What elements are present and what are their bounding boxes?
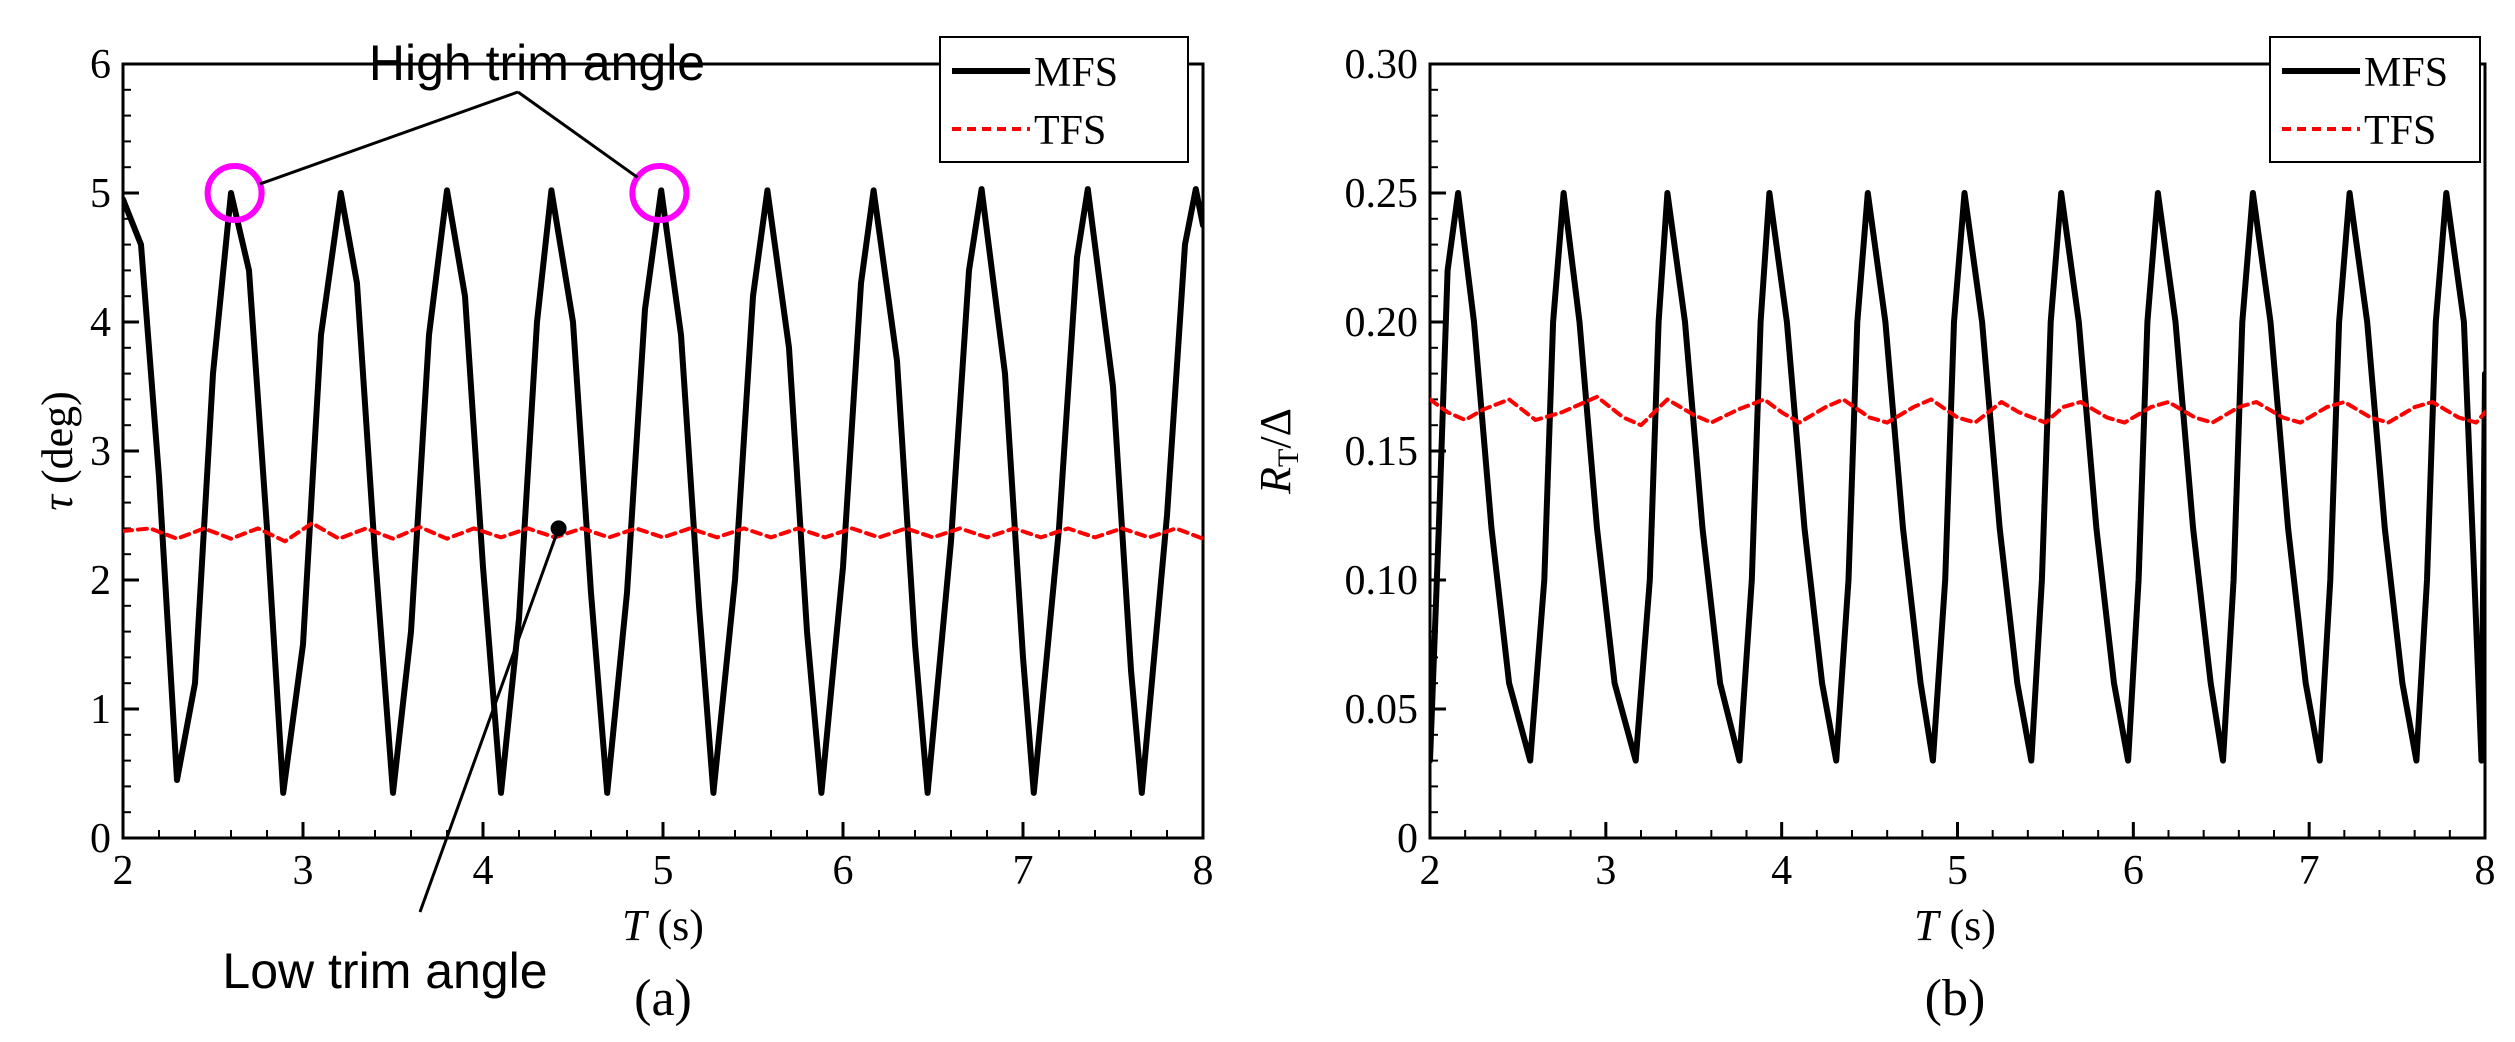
series-line-tfs <box>123 521 1203 544</box>
y-tick-label: 0 <box>1397 816 1418 862</box>
y-tick-label: 4 <box>90 300 111 346</box>
y-tick-label: 0.25 <box>1345 171 1419 217</box>
annotation-low-label: Low trim angle <box>222 943 547 999</box>
y-axis-label-symbol: R <box>1251 467 1300 495</box>
legend-box <box>939 36 1189 163</box>
high-trim-marker <box>204 163 265 223</box>
x-axis-label-symbol: T <box>622 901 650 950</box>
y-tick-label: 3 <box>90 429 111 475</box>
x-tick-label: 5 <box>1947 848 1968 894</box>
y-tick-label: 0.05 <box>1345 687 1419 733</box>
y-axis-label-rest: /Δ <box>1251 408 1300 449</box>
legend-label-tfs: TFS <box>2364 108 2436 154</box>
x-tick-label: 3 <box>293 848 314 894</box>
x-tick-label: 3 <box>1595 848 1616 894</box>
legend-label-tfs: TFS <box>1034 108 1106 154</box>
y-axis-label-rest: (deg) <box>33 391 82 495</box>
y-tick-label: 1 <box>90 687 111 733</box>
panel-a: 2 3 4 5 6 7 8 0 1 2 3 4 5 6 T (s) τ (deg) MFS TFS (a) High … <box>33 35 1214 1027</box>
annotation-leader-line <box>259 90 519 186</box>
series-line-mfs <box>123 186 1203 796</box>
annotation-leader-line <box>418 527 561 913</box>
x-tick-label: 8 <box>2475 848 2496 894</box>
series-line-mfs <box>1430 190 2485 764</box>
x-tick-label: 7 <box>1013 848 1034 894</box>
x-tick-label: 4 <box>1771 848 1792 894</box>
x-tick-label: 2 <box>113 848 134 894</box>
annotation-high-label: High trim angle <box>369 35 705 91</box>
x-tick-label: 7 <box>2299 848 2320 894</box>
y-tick-label: 0.15 <box>1345 429 1419 475</box>
x-tick-label: 6 <box>2123 848 2144 894</box>
legend-box <box>2269 36 2481 163</box>
y-tick-label: 5 <box>90 171 111 217</box>
high-trim-marker <box>629 163 690 223</box>
y-axis-label: τ (deg) <box>33 391 82 511</box>
x-tick-label: 8 <box>1193 848 1214 894</box>
y-axis-label: RT/Δ <box>1251 408 1305 495</box>
y-tick-label: 0.10 <box>1345 558 1419 604</box>
legend-label-mfs: MFS <box>1034 50 1118 96</box>
y-tick-label: 6 <box>90 42 111 88</box>
x-axis-label-symbol: T <box>1914 901 1942 950</box>
y-tick-label: 0.20 <box>1345 300 1419 346</box>
x-tick-label: 2 <box>1420 848 1441 894</box>
x-tick-label: 4 <box>473 848 494 894</box>
panel-b: 2 3 4 5 6 7 800.050.100.150.200.250.30T (s)RT/… <box>1251 36 2496 1027</box>
y-tick-label: 0.30 <box>1345 42 1419 88</box>
x-tick-label: 6 <box>833 848 854 894</box>
x-tick-label: 5 <box>653 848 674 894</box>
panel-caption: (b) <box>1925 970 1986 1027</box>
series-line-tfs <box>1430 394 2485 428</box>
y-tick-label: 0 <box>90 816 111 862</box>
annotation-leader-line <box>517 90 639 179</box>
x-axis-label: T (s) <box>1914 901 1996 950</box>
x-axis-label-unit: (s) <box>1939 901 1996 950</box>
y-axis-label-subscript: T <box>1272 449 1305 467</box>
x-axis-label: T (s) <box>622 901 704 950</box>
x-axis-label-unit: (s) <box>647 901 704 950</box>
y-tick-label: 2 <box>90 558 111 604</box>
y-axis-label-symbol: τ <box>33 493 82 511</box>
panel-caption: (a) <box>634 970 692 1027</box>
legend-label-mfs: MFS <box>2364 50 2448 96</box>
